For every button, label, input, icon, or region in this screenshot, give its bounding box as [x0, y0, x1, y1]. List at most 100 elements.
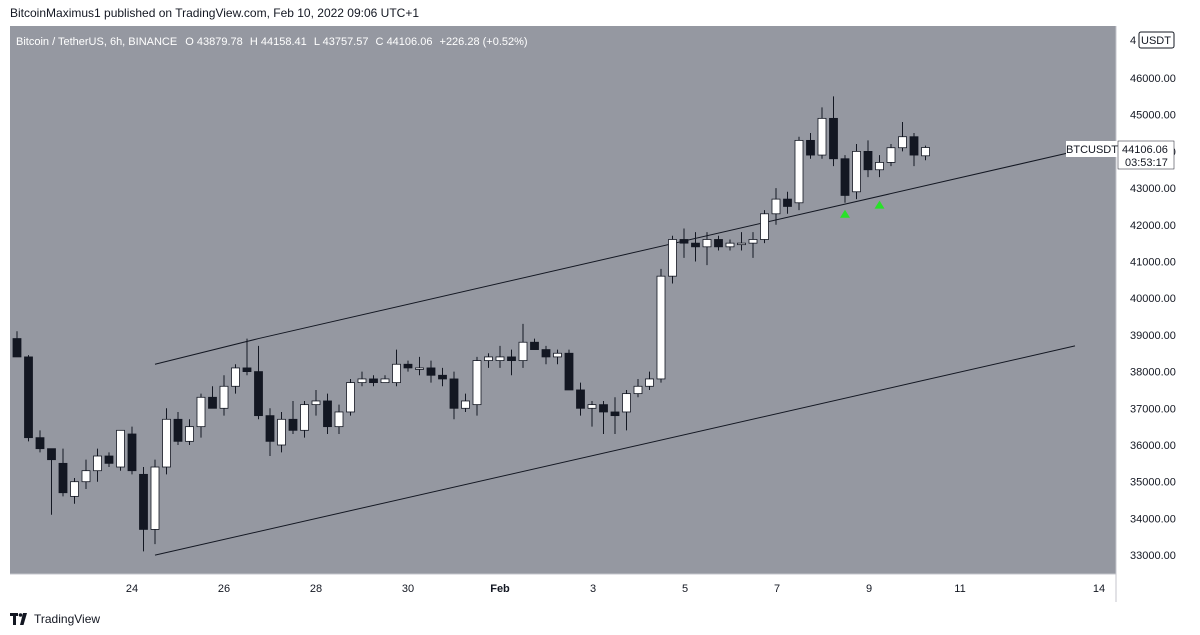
candle — [24, 355, 33, 442]
time-tick-label: 7 — [774, 583, 780, 595]
symbol-info-bar[interactable]: Bitcoin / TetherUS, 6h, BINANCE O 43879.… — [16, 36, 528, 48]
channel-lower-line — [154, 345, 1076, 556]
candle-body — [553, 352, 562, 358]
candle-body — [495, 356, 505, 361]
price-tick-label: 46000.00 — [1130, 73, 1176, 85]
candle — [277, 411, 286, 453]
candle — [70, 478, 79, 504]
candle — [507, 349, 516, 376]
currency-label: USDT — [1141, 35, 1171, 47]
tag-price-box — [1117, 140, 1175, 170]
candle — [645, 371, 654, 390]
candle-body — [242, 367, 252, 372]
candle-body — [760, 213, 769, 240]
candle-body — [564, 352, 574, 391]
candle — [668, 235, 677, 284]
candle-body — [875, 162, 884, 171]
svg-text:Bitcoin / TetherUS, 6h, BINANC: Bitcoin / TetherUS, 6h, BINANCE O 43879.… — [16, 36, 528, 48]
candle-body — [921, 147, 930, 157]
candle-body — [852, 151, 861, 193]
channel-upper-line — [154, 150, 1076, 365]
price-tick-label: 37000.00 — [1130, 403, 1176, 415]
candle — [334, 404, 344, 434]
candle-body — [484, 356, 493, 361]
candle-body — [277, 418, 286, 446]
change-value: +226.28 (+0.52%) — [440, 36, 528, 48]
price-axis-area[interactable] — [1116, 26, 1189, 602]
candle-body — [288, 418, 298, 431]
candle — [840, 155, 850, 203]
candle — [357, 371, 367, 387]
open-label: O — [185, 36, 194, 48]
candle — [12, 331, 22, 358]
candle — [35, 430, 45, 453]
candle — [242, 338, 252, 376]
candle — [518, 323, 528, 368]
candle-body — [472, 360, 482, 406]
candle — [265, 408, 275, 457]
time-tick-label: Feb — [490, 583, 510, 595]
candle-body — [886, 147, 896, 163]
plot-area[interactable] — [10, 26, 1116, 574]
last-price-tag[interactable]: BTCUSDT 44106.06 03:53:17 — [1066, 140, 1175, 170]
candle — [530, 338, 539, 350]
candle — [898, 122, 907, 152]
candle-body — [507, 356, 516, 361]
candle-body — [748, 239, 758, 244]
time-axis-area[interactable] — [10, 574, 1116, 602]
price-tick-label: 35000.00 — [1130, 477, 1176, 489]
time-tick-label: 30 — [402, 583, 414, 595]
low-label: L — [314, 36, 320, 48]
tag-countdown: 03:53:17 — [1125, 157, 1168, 169]
candle — [47, 448, 56, 515]
candle — [553, 349, 562, 365]
candle — [748, 232, 758, 258]
candle-body — [840, 158, 850, 196]
candle — [587, 400, 597, 427]
tradingview-logo-icon — [10, 613, 27, 625]
candle — [794, 136, 804, 211]
candle — [725, 239, 735, 251]
candle-body — [47, 448, 56, 461]
candle — [346, 378, 355, 416]
candle-body — [380, 378, 390, 384]
candle — [231, 364, 240, 394]
candle-body — [219, 385, 229, 409]
tag-price: 44106.06 — [1122, 144, 1168, 156]
price-tick-label: 42000.00 — [1130, 220, 1176, 232]
high-label: H — [250, 36, 258, 48]
candle-body — [668, 239, 677, 277]
candle — [127, 426, 137, 475]
candle — [610, 397, 620, 434]
candle-body — [81, 470, 91, 483]
candle — [185, 419, 194, 445]
candle — [771, 188, 781, 225]
candle-body — [415, 367, 424, 370]
candle-body — [702, 239, 712, 248]
candle — [714, 235, 723, 251]
candle-body — [541, 349, 551, 358]
candle — [403, 360, 413, 372]
candle-layer — [12, 96, 930, 552]
candle — [150, 459, 160, 545]
tag-symbol-box — [1066, 141, 1118, 157]
candle-body — [656, 275, 666, 380]
candle — [311, 389, 321, 416]
candle-body — [518, 341, 528, 361]
candle-body — [817, 117, 827, 156]
time-tick-label: 14 — [1093, 583, 1105, 595]
candle-body — [622, 393, 631, 413]
candle — [461, 393, 470, 412]
candle — [679, 228, 689, 258]
candle — [886, 144, 896, 167]
time-tick-label: 11 — [954, 583, 965, 595]
candle — [576, 382, 585, 416]
candlestick-chart[interactable]: 46000.0045000.0044000.0043000.0042000.00… — [10, 26, 1189, 602]
footer-brand[interactable]: TradingView — [10, 612, 100, 626]
candle-body — [300, 404, 309, 431]
time-tick-label: 24 — [126, 583, 138, 595]
candle-body — [208, 396, 217, 409]
footer-brand-text: TradingView — [34, 612, 101, 626]
currency-badge[interactable] — [1138, 31, 1175, 49]
price-tick-label: 36000.00 — [1130, 440, 1176, 452]
